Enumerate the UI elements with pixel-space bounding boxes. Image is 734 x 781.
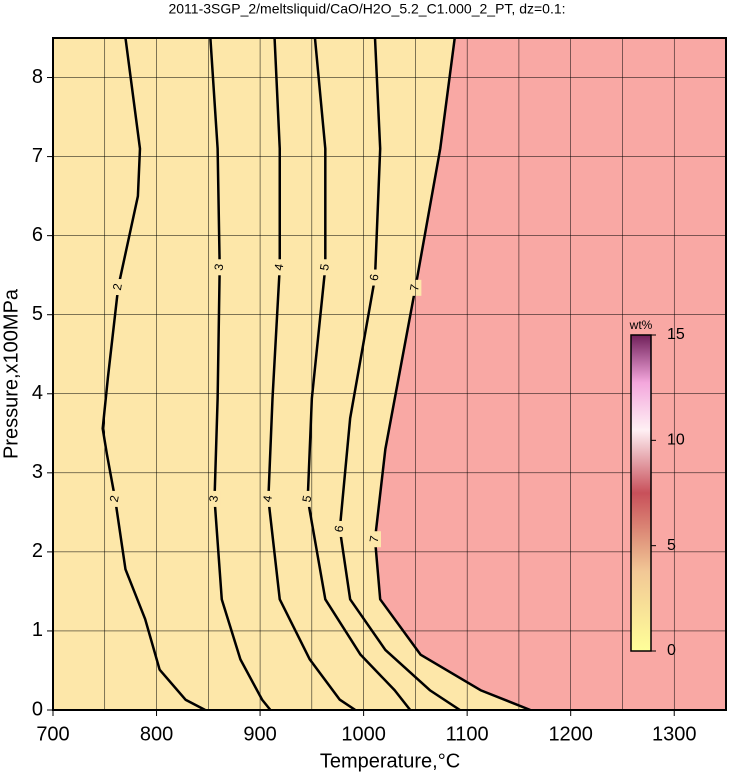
- contour-label-bg: [112, 279, 125, 296]
- colorbar-label: wt%: [629, 318, 653, 332]
- contour-label: 3: [206, 494, 221, 503]
- contour-label-bg: [208, 490, 221, 507]
- contour-label-bg: [369, 531, 382, 548]
- y-tick-label: 3: [32, 461, 43, 483]
- x-tick-label: 900: [243, 723, 276, 745]
- y-tick-label: 0: [32, 698, 43, 720]
- contour-label-bg: [333, 520, 346, 537]
- colorbar-tick-label: 10: [667, 432, 685, 449]
- contour-label-bg: [273, 259, 286, 276]
- y-tick-label: 1: [32, 619, 43, 641]
- y-tick-label: 6: [32, 224, 43, 246]
- y-axis-label: Pressure,x100MPa: [0, 288, 22, 459]
- contour-label-bg: [319, 259, 332, 276]
- x-tick-label: 1100: [446, 723, 489, 745]
- contour-label: 2: [110, 282, 125, 291]
- y-tick-label: 5: [32, 303, 43, 325]
- plot-frame: [52, 37, 727, 711]
- chart-title: 2011-3SGP_2/meltsliquid/CaO/H2O_5.2_C1.0…: [168, 1, 565, 17]
- contour-label-bg: [213, 259, 226, 276]
- contour-label: 6: [332, 524, 347, 533]
- x-tick-label: 700: [36, 723, 69, 745]
- colorbar: [630, 334, 652, 652]
- contour-label: 4: [260, 494, 275, 503]
- colorbar-tick-label: 15: [667, 326, 685, 343]
- contour-label: 6: [367, 273, 382, 282]
- contour-label: 5: [317, 262, 332, 271]
- colorbar-tick-label: 0: [667, 642, 676, 659]
- contour-label-bg: [109, 490, 122, 507]
- x-tick-label: 1000: [341, 723, 386, 745]
- x-tick-label: 1300: [652, 723, 697, 745]
- x-tick-label: 1200: [548, 723, 593, 745]
- y-tick-label: 8: [32, 66, 43, 88]
- contour-label: 4: [271, 262, 286, 271]
- contour-label-bg: [301, 490, 314, 507]
- contour-line: [101, 38, 206, 710]
- y-tick-label: 4: [32, 382, 43, 404]
- overlay: 700 800 900 1000 1100 1200 1300 0 1 2 3 4 5 6 7 8 wt% 0 5 1…: [32, 37, 727, 745]
- contour-label-bg: [369, 269, 382, 286]
- y-tick-label: 2: [32, 540, 43, 562]
- contour-label: 7: [407, 283, 422, 292]
- contour-label: 2: [107, 494, 122, 503]
- contour-label-bg: [262, 490, 275, 507]
- x-tick-label: 800: [140, 723, 173, 745]
- plot-area: 2 2 3 3 4 4 5 5 6 6 7 7: [53, 38, 726, 710]
- contour-label: 5: [299, 494, 314, 503]
- x-axis-label: Temperature,°C: [320, 750, 460, 772]
- colorbar-tick-label: 5: [667, 537, 676, 554]
- contour-label: 3: [211, 262, 226, 271]
- y-tick-label: 7: [32, 145, 43, 167]
- contour-label: 7: [367, 534, 382, 543]
